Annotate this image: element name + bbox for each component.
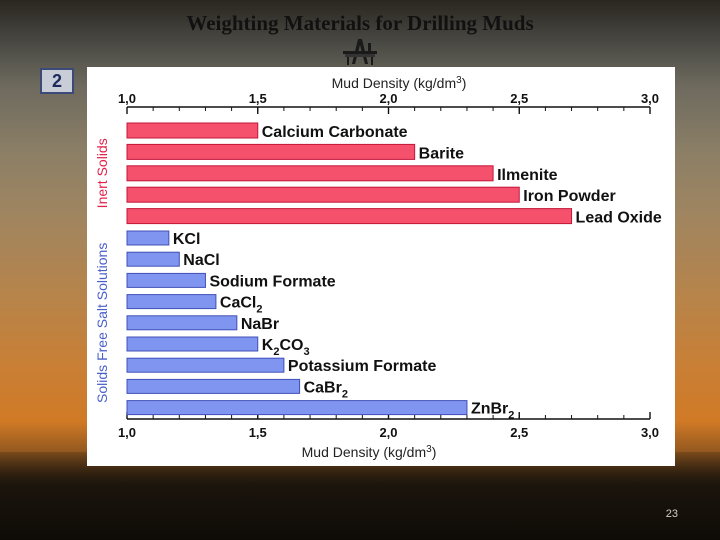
ground-silhouette bbox=[0, 452, 720, 540]
tick-label-bottom-2: 2,0 bbox=[379, 425, 397, 440]
bar-iron-powder bbox=[126, 186, 520, 203]
bar-kcl bbox=[126, 230, 170, 246]
bar-cabr2 bbox=[126, 378, 301, 394]
bar-nabr bbox=[126, 315, 238, 331]
bar-znbr2 bbox=[126, 400, 468, 416]
tick-label-bottom-0: 1,0 bbox=[118, 425, 136, 440]
tick-label-top-3: 2,5 bbox=[510, 91, 528, 106]
tick-label-bottom-3: 2,5 bbox=[510, 425, 528, 440]
bar-sodium-formate bbox=[126, 272, 206, 288]
tick-label-top-0: 1,0 bbox=[118, 91, 136, 106]
tick-label-top-4: 3,0 bbox=[641, 91, 659, 106]
oil-rig-icon bbox=[343, 39, 377, 65]
tick-label-bottom-4: 3,0 bbox=[641, 425, 659, 440]
bar-label-barite: Barite bbox=[419, 145, 464, 162]
group-label-1: Solids Free Salt Solutions bbox=[94, 243, 110, 403]
bar-label-znbr2: ZnBr2 bbox=[471, 401, 514, 422]
bar-label-lead-oxide: Lead Oxide bbox=[576, 210, 662, 227]
bar-nacl bbox=[126, 251, 180, 267]
bar-potassium-formate bbox=[126, 357, 285, 373]
slide-title: Weighting Materials for Drilling Muds bbox=[186, 11, 534, 35]
x-axis-title-bottom: Mud Density (kg/dm3) bbox=[302, 444, 437, 460]
bar-label-cacl2: CaCl2 bbox=[220, 295, 263, 316]
tick-label-bottom-1: 1,5 bbox=[249, 425, 267, 440]
section-number-badge: 2 bbox=[40, 68, 74, 94]
page-number: 23 bbox=[665, 508, 678, 520]
bar-label-potassium-formate: Potassium Formate bbox=[288, 358, 437, 375]
bar-cacl2 bbox=[126, 294, 217, 310]
bar-label-nacl: NaCl bbox=[183, 252, 219, 269]
bar-label-calcium-carbonate: Calcium Carbonate bbox=[262, 124, 408, 141]
bar-label-sodium-formate: Sodium Formate bbox=[209, 273, 335, 290]
group-label-0: Inert Solids bbox=[94, 138, 110, 208]
bar-label-cabr2: CaBr2 bbox=[304, 379, 348, 400]
bar-label-ilmenite: Ilmenite bbox=[497, 167, 558, 184]
bar-barite bbox=[126, 143, 416, 160]
bar-label-k2co3: K2CO3 bbox=[262, 337, 310, 358]
bar-calcium-carbonate bbox=[126, 122, 259, 139]
bar-label-kcl: KCl bbox=[173, 231, 201, 248]
tick-label-top-2: 2,0 bbox=[379, 91, 397, 106]
x-axis-title-top: Mud Density (kg/dm3) bbox=[332, 75, 467, 91]
density-chart: Mud Density (kg/dm3) Mud Density (kg/dm3)… bbox=[94, 75, 662, 460]
chart-panel: Mud Density (kg/dm3) Mud Density (kg/dm3)… bbox=[87, 67, 675, 466]
tick-label-top-1: 1,5 bbox=[249, 91, 267, 106]
bar-lead-oxide bbox=[126, 208, 573, 225]
bar-label-iron-powder: Iron Powder bbox=[523, 188, 615, 205]
bar-k2co3 bbox=[126, 336, 259, 352]
bar-ilmenite bbox=[126, 165, 494, 182]
bar-label-nabr: NaBr bbox=[241, 316, 279, 333]
